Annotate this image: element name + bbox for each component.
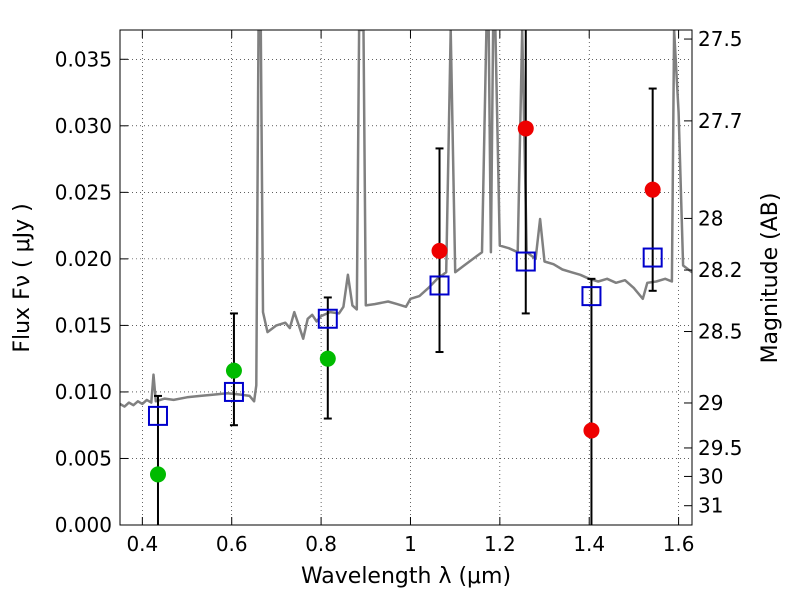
detection-point	[225, 362, 242, 379]
x-axis-label: Wavelength λ (μm)	[301, 564, 511, 589]
x-tick-label: 0.4	[126, 532, 158, 556]
y-tick-label: 0.020	[55, 247, 112, 271]
model-photometry-square	[429, 275, 450, 296]
detection-point	[149, 466, 166, 483]
right-tick-label: 27.7	[698, 109, 743, 133]
right-tick-label: 31	[698, 494, 723, 518]
x-tick-label: 0.6	[216, 532, 248, 556]
y-tick-label: 0.005	[55, 446, 112, 470]
model-photometry-square	[147, 405, 168, 426]
y-tick-label: 0.025	[55, 180, 112, 204]
axes: 0.4 0.6 0.8 1 1.2 1.4 1.6 0.000 0.005 0.010 0.015 0…	[55, 27, 743, 556]
y-tick-label: 0.035	[55, 47, 112, 71]
x-tick-label: 1.2	[484, 532, 516, 556]
model-photometry-square	[223, 381, 244, 402]
x-tick-label: 1.4	[573, 532, 605, 556]
model-spectrum-line	[120, 30, 692, 408]
detection-point	[319, 350, 336, 367]
right-tick-label: 28.5	[698, 320, 743, 344]
right-tick-label: 30	[698, 464, 723, 488]
model-photometry-square	[515, 251, 536, 272]
x-tick-label: 0.8	[305, 532, 337, 556]
right-tick-label: 29.5	[698, 436, 743, 460]
y-tick-label: 0.000	[55, 513, 112, 537]
y-tick-label: 0.015	[55, 313, 112, 337]
plot-frame	[119, 29, 693, 526]
right-tick-label: 29	[698, 391, 723, 415]
x-tick-label: 1.6	[663, 532, 695, 556]
x-tick-label: 1	[404, 532, 417, 556]
right-tick-label: 27.5	[698, 27, 743, 51]
right-axis-label: Magnitude (AB)	[758, 193, 783, 364]
model-photometry-square	[317, 308, 338, 329]
upper-limit-point	[431, 242, 448, 259]
model-photometry-square	[642, 247, 663, 268]
y-tick-label: 0.030	[55, 114, 112, 138]
upper-limit-point	[517, 120, 534, 137]
right-tick-label: 28	[698, 206, 723, 230]
y-axis-label: Flux Fν ( μJy )	[10, 203, 35, 352]
upper-limit-point	[644, 181, 661, 198]
right-tick-label: 28.2	[698, 258, 743, 282]
upper-limit-point	[583, 422, 600, 439]
model-photometry-square	[581, 286, 602, 307]
y-tick-label: 0.010	[55, 380, 112, 404]
plot-area	[120, 30, 692, 525]
